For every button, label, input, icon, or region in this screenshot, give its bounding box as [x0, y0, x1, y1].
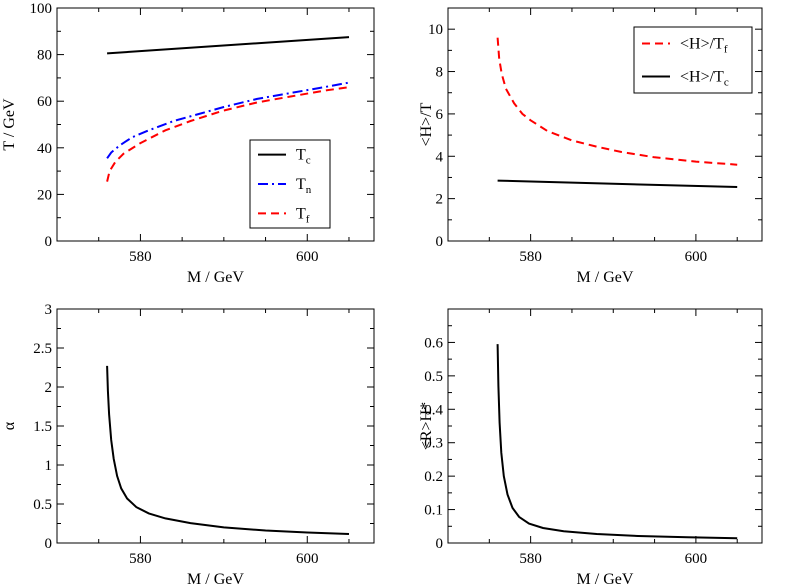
- x-tick-label: 600: [296, 249, 319, 265]
- y-tick-label: 2.5: [33, 341, 52, 357]
- y-tick-label: 10: [428, 22, 443, 38]
- y-tick-label: 0.2: [424, 469, 443, 485]
- plot-frame: [56, 308, 375, 544]
- plot-frame: [447, 308, 763, 544]
- x-tick-label: 600: [685, 551, 708, 567]
- y-tick-label: 0.5: [33, 497, 52, 513]
- y-tick-label: 2: [45, 380, 53, 396]
- x-axis-label: M / GeV: [577, 269, 634, 286]
- series-line-rh: [496, 344, 738, 540]
- legend-entry: Tf: [296, 205, 310, 225]
- y-tick-label: 6: [436, 107, 444, 123]
- legend-entry: Tn: [296, 176, 312, 196]
- legend-label-main: T: [296, 176, 306, 193]
- legend: <H>/Tf<H>/Tc: [633, 26, 753, 94]
- x-axis-label: M / GeV: [187, 269, 244, 286]
- y-tick-label: 1.5: [33, 419, 52, 435]
- x-tick-label: 600: [296, 551, 319, 567]
- x-axis-label: M / GeV: [187, 571, 244, 584]
- y-tick-label: 2: [436, 192, 444, 208]
- y-tick-label: 4: [436, 149, 444, 165]
- series-line-t-n: [106, 81, 350, 159]
- x-axis-label: M / GeV: [577, 571, 634, 584]
- x-tick-label: 600: [685, 249, 708, 265]
- legend-label-sub: f: [724, 44, 728, 56]
- legend-label-main: <H>/T: [680, 36, 724, 53]
- x-tick-label: 580: [129, 249, 152, 265]
- y-tick-label: 0: [45, 234, 53, 250]
- y-tick-label: 0.3: [424, 436, 443, 452]
- x-tick-label: 580: [519, 249, 542, 265]
- legend-label-sub: f: [306, 213, 310, 225]
- x-tick-label: 580: [129, 551, 152, 567]
- legend-label-main: T: [296, 147, 306, 164]
- y-tick-label: 0: [436, 234, 444, 250]
- legend-entry: <H>/Tc: [680, 69, 729, 89]
- y-tick-label: 0.6: [424, 335, 443, 351]
- y-tick-label: 8: [436, 65, 444, 81]
- y-tick-label: 3: [45, 302, 53, 318]
- y-tick-label: 40: [37, 141, 52, 157]
- legend-label-sub: n: [306, 184, 312, 196]
- y-tick-label: 0: [45, 536, 53, 552]
- y-tick-label: 0.5: [424, 369, 443, 385]
- panel-p4: 580 600 0 0.1 0.2 0.3 0.4 0.5 0.6 M / GeV <R>H*: [418, 308, 763, 584]
- series-line-t-f: [106, 86, 350, 182]
- y-tick-label: 20: [37, 187, 52, 203]
- series-line-alpha: [106, 365, 350, 535]
- legend-label-sub: c: [724, 77, 729, 89]
- x-tick-label: 580: [519, 551, 542, 567]
- series-line-t-c: [107, 36, 350, 55]
- y-tick-label: 100: [30, 1, 53, 17]
- y-axis-label: T / GeV: [1, 98, 18, 151]
- legend-entry: Tc: [296, 147, 311, 167]
- legend-box: [633, 26, 753, 94]
- panel-p3: 580 600 0 0.5 1 1.5 2 2.5 3 M / GeV α: [1, 302, 375, 584]
- legend-label-main: T: [296, 205, 306, 222]
- y-tick-label: 60: [37, 94, 52, 110]
- legend-entry: <H>/Tf: [680, 36, 728, 56]
- legend-label-sub: c: [306, 155, 311, 167]
- y-tick-label: 80: [37, 48, 52, 64]
- plot-frame: [447, 7, 763, 242]
- y-axis-label: <H>/T: [418, 102, 435, 146]
- y-axis-label: α: [1, 421, 18, 430]
- y-tick-label: 0: [436, 536, 444, 552]
- y-tick-label: 0.4: [424, 402, 443, 418]
- series-line--h-t-c: [497, 179, 738, 188]
- y-tick-label: 0.1: [424, 503, 443, 519]
- legend-label-main: <H>/T: [680, 69, 724, 86]
- y-axis-label: <R>H*: [418, 402, 435, 450]
- y-tick-label: 1: [45, 458, 53, 474]
